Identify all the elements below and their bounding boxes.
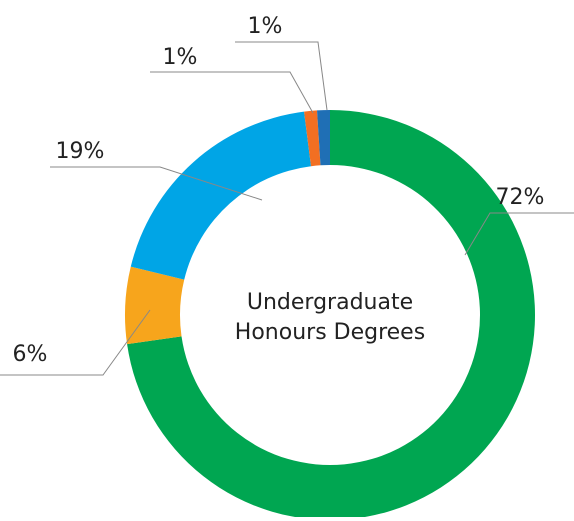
leader-line: [0, 309, 151, 376]
data-label: 1%: [163, 45, 198, 70]
data-label: 72%: [496, 185, 545, 210]
leader-line: [150, 71, 314, 114]
leader-line: [50, 166, 263, 201]
leader-line: [235, 41, 328, 111]
donut-slice: [130, 111, 312, 280]
center-label: Honours Degrees: [235, 320, 425, 345]
donut-slice: [316, 110, 330, 166]
data-label: 19%: [56, 139, 105, 164]
leader-line: [464, 212, 574, 256]
data-label: 6%: [13, 342, 48, 367]
donut-slice: [304, 110, 321, 167]
data-label: 1%: [248, 14, 283, 39]
center-label: Undergraduate: [247, 290, 413, 315]
